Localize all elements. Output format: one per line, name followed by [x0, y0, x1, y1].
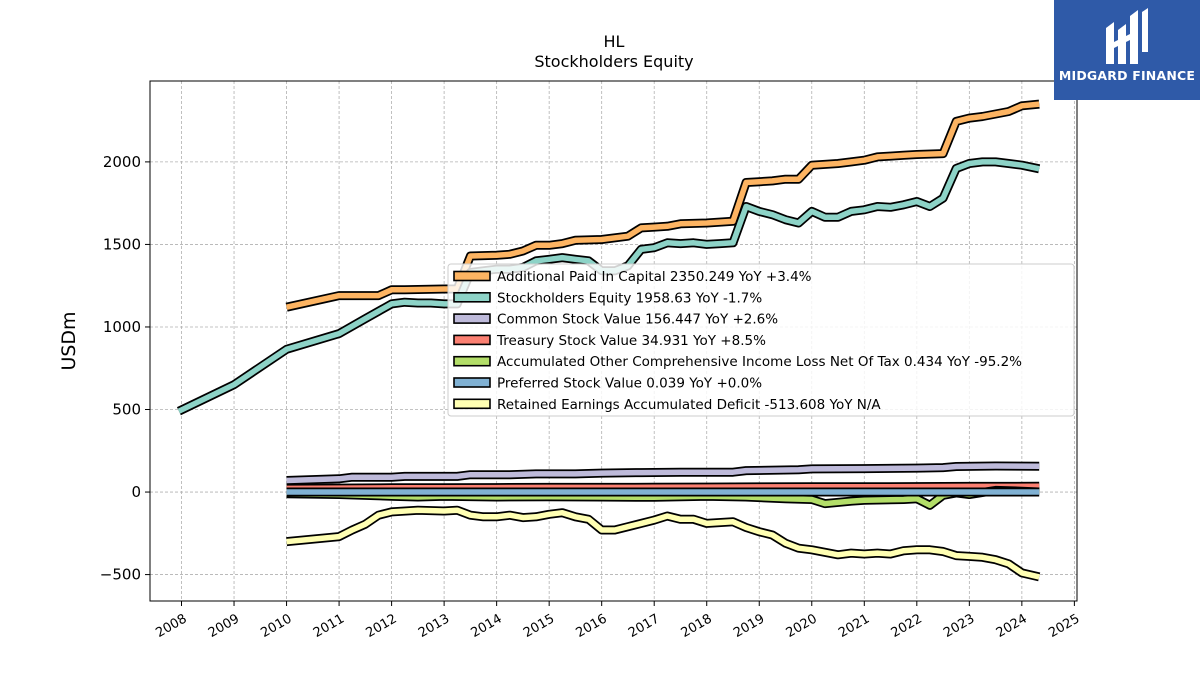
y-tick-label: 1500	[103, 235, 141, 253]
brand-text: MIDGARD FINANCE	[1058, 68, 1196, 83]
x-tick-label: 2021	[836, 611, 872, 641]
legend-swatch	[453, 334, 491, 346]
y-axis: −500 0 500 1000 1500 2000	[100, 153, 150, 584]
plot-frame	[149, 80, 1078, 602]
chart-title: HL	[604, 32, 625, 51]
y-tick-label: 1000	[103, 318, 141, 336]
y-tick-label: 0	[131, 483, 141, 501]
x-tick-label: 2022	[889, 611, 925, 641]
x-tick-label: 2016	[574, 611, 610, 641]
chart-subtitle: Stockholders Equity	[534, 52, 693, 71]
legend-entry: Preferred Stock Value 0.039 YoY +0.0%	[497, 376, 762, 392]
y-tick-label: −500	[100, 566, 141, 584]
series-stroke	[286, 507, 1040, 580]
midgard-logo-icon	[1106, 8, 1148, 64]
brand-logo: MIDGARD FINANCE	[1054, 0, 1200, 100]
series-line	[286, 505, 1041, 582]
y-tick-label: 500	[112, 401, 141, 419]
y-axis-label: USDm	[58, 311, 80, 370]
x-tick-label: 2018	[679, 611, 715, 641]
legend-swatch	[453, 377, 491, 388]
x-tick-label: 2010	[258, 611, 294, 641]
legend-entry: Treasury Stock Value 34.931 YoY +8.5%	[496, 333, 766, 349]
x-tick-label: 2023	[941, 611, 977, 641]
x-tick-label: 2020	[784, 611, 820, 641]
series-stroke	[286, 463, 1040, 484]
legend-entry: Retained Earnings Accumulated Deficit -5…	[497, 397, 881, 413]
x-tick-label: 2008	[153, 611, 189, 641]
x-tick-label: 2012	[363, 611, 399, 641]
legend-box	[447, 263, 1075, 417]
x-tick-label: 2019	[731, 611, 767, 641]
x-tick-label: 2009	[206, 611, 242, 641]
legend-entry: Common Stock Value 156.447 YoY +2.6%	[497, 312, 778, 328]
legend: Additional Paid In Capital 2350.249 YoY …	[447, 263, 1075, 417]
legend-entry: Stockholders Equity 1958.63 YoY -1.7%	[497, 290, 762, 306]
x-axis: 2008 2009 2010 2011 2012 2013 2014 2015 2016 2017…	[153, 601, 1082, 641]
series-stroke	[177, 159, 1040, 414]
x-tick-label: 2017	[626, 611, 662, 641]
legend-entry: Accumulated Other Comprehensive Income L…	[497, 354, 1022, 370]
legend-swatch	[453, 270, 491, 282]
legend-swatch	[453, 313, 491, 324]
x-tick-label: 2014	[468, 611, 504, 641]
series-line	[176, 157, 1041, 416]
series-line	[286, 461, 1040, 485]
series-layer	[176, 99, 1041, 582]
x-tick-label: 2013	[416, 611, 452, 641]
legend-swatch	[453, 291, 491, 303]
y-tick-label: 2000	[103, 153, 141, 171]
x-tick-label: 2011	[311, 611, 347, 641]
x-tick-label: 2025	[1046, 611, 1082, 641]
legend-swatch	[453, 398, 491, 410]
legend-swatch	[453, 355, 491, 367]
legend-entry: Additional Paid In Capital 2350.249 YoY …	[497, 269, 812, 285]
x-tick-label: 2024	[994, 611, 1030, 641]
x-tick-label: 2015	[521, 611, 557, 641]
